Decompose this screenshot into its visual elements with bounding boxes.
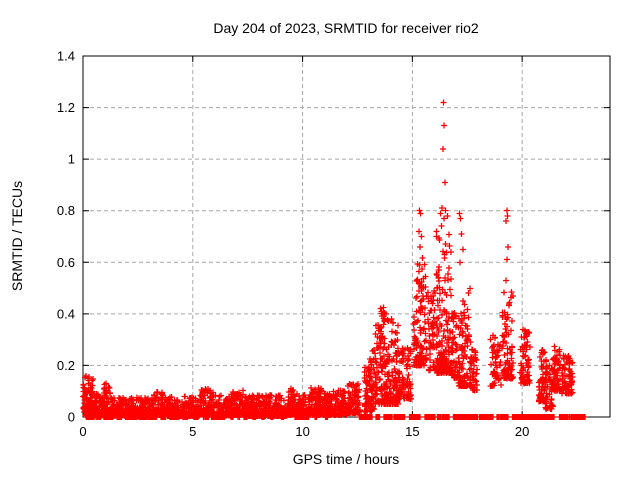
y-axis-label: SRMTID / TECUs — [9, 181, 25, 291]
x-tick-label: 5 — [189, 424, 196, 439]
x-tick-label: 0 — [79, 424, 86, 439]
scatter-points — [80, 99, 588, 420]
y-tick-label: 0.8 — [57, 203, 75, 218]
y-tick-label: 0 — [68, 410, 75, 425]
y-tick-labels: 0 0.2 0.4 0.6 0.8 1 1.2 1.4 — [57, 49, 75, 425]
y-tick-label: 1.2 — [57, 100, 75, 115]
gridlines — [83, 56, 610, 417]
y-tick-label: 1 — [68, 152, 75, 167]
x-tick-label: 15 — [405, 424, 419, 439]
y-tick-label: 0.6 — [57, 255, 75, 270]
x-tick-labels: 0 5 10 15 20 — [79, 424, 529, 439]
y-tick-label: 0.4 — [57, 306, 75, 321]
chart-title: Day 204 of 2023, SRMTID for receiver rio… — [213, 20, 479, 36]
x-axis-label: GPS time / hours — [293, 451, 400, 467]
y-tick-label: 0.2 — [57, 358, 75, 373]
x-tick-label: 10 — [295, 424, 309, 439]
y-tick-label: 1.4 — [57, 49, 75, 64]
x-tick-label: 20 — [515, 424, 529, 439]
